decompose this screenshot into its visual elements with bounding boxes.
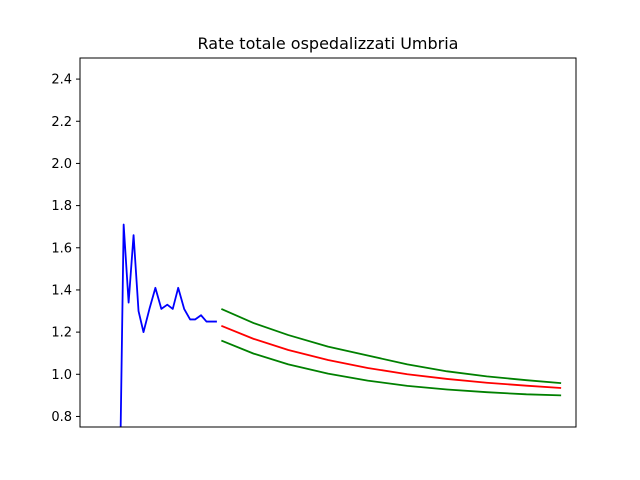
y-tick-label: 2.2 bbox=[51, 115, 72, 130]
plot-area bbox=[119, 223, 562, 427]
y-tick-label: 2.0 bbox=[51, 157, 72, 172]
y-tick-label: 1.6 bbox=[51, 241, 72, 256]
series-line-2 bbox=[220, 308, 562, 385]
y-tick-label: 1.8 bbox=[51, 199, 72, 214]
series-line-3 bbox=[221, 339, 562, 397]
series-line-1 bbox=[221, 324, 562, 389]
y-tick-label: 2.4 bbox=[51, 73, 72, 88]
y-tick-label: 1.2 bbox=[51, 326, 72, 341]
y-axis: 0.8 1.0 1.2 1.4 1.6 1.8 2.0 2.2 2.4 bbox=[51, 73, 80, 425]
y-tick-label: 1.0 bbox=[51, 368, 72, 383]
chart-title: Rate totale ospedalizzati Umbria bbox=[198, 34, 459, 53]
series-line-0 bbox=[119, 223, 217, 427]
y-tick-label: 0.8 bbox=[51, 410, 72, 425]
plot-frame bbox=[79, 57, 577, 428]
y-tick-label: 1.4 bbox=[51, 283, 72, 298]
